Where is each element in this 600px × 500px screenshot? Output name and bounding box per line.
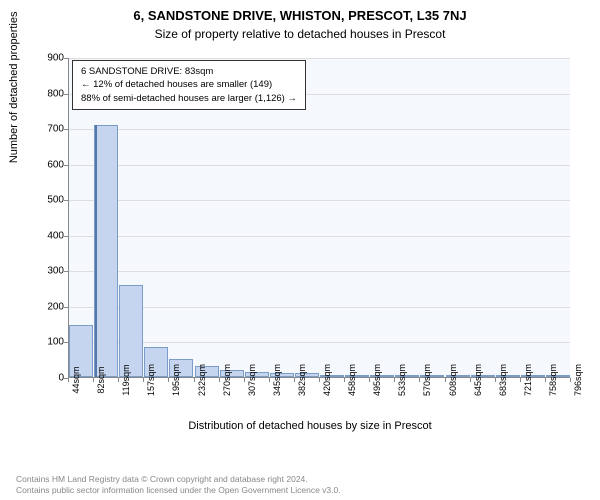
y-tick-label: 900 <box>47 53 64 64</box>
highlight-marker <box>95 125 97 377</box>
x-axis-label: Distribution of detached houses by size … <box>50 420 570 432</box>
x-tick-label: 758sqm <box>548 364 558 396</box>
y-tick-label: 500 <box>47 195 64 206</box>
x-tick-label: 119sqm <box>121 364 131 395</box>
x-tick-mark <box>219 378 220 382</box>
x-tick-mark <box>570 378 571 382</box>
x-tick-label: 796sqm <box>573 364 583 396</box>
x-tick-mark <box>194 378 195 382</box>
chart-subtitle: Size of property relative to detached ho… <box>0 23 600 41</box>
x-tick-mark <box>545 378 546 382</box>
gridline <box>69 307 570 308</box>
x-tick-mark <box>244 378 245 382</box>
x-tick-mark <box>470 378 471 382</box>
x-tick-label: 683sqm <box>498 364 508 396</box>
y-tick-label: 700 <box>47 124 64 135</box>
gridline <box>69 200 570 201</box>
x-tick-mark <box>294 378 295 382</box>
info-line-3: 88% of semi-detached houses are larger (… <box>81 92 297 105</box>
gridline <box>69 58 570 59</box>
x-tick-mark <box>394 378 395 382</box>
info-line-1: 6 SANDSTONE DRIVE: 83sqm <box>81 65 297 78</box>
x-tick-mark <box>269 378 270 382</box>
gridline <box>69 165 570 166</box>
y-tick-mark <box>64 129 68 130</box>
x-tick-label: 608sqm <box>448 364 458 396</box>
footer-line-2: Contains public sector information licen… <box>16 485 341 496</box>
x-tick-label: 570sqm <box>422 364 432 396</box>
x-tick-mark <box>143 378 144 382</box>
x-tick-label: 382sqm <box>297 364 307 396</box>
x-tick-mark <box>93 378 94 382</box>
x-tick-mark <box>68 378 69 382</box>
footer-attribution: Contains HM Land Registry data © Crown c… <box>16 474 341 496</box>
y-tick-label: 600 <box>47 159 64 170</box>
x-tick-label: 270sqm <box>222 364 232 396</box>
y-tick-label: 100 <box>47 337 64 348</box>
y-axis-label: Number of detached properties <box>8 12 20 164</box>
gridline <box>69 129 570 130</box>
x-tick-label: 495sqm <box>372 364 382 396</box>
info-line-2: ← 12% of detached houses are smaller (14… <box>81 78 297 91</box>
x-tick-mark <box>369 378 370 382</box>
x-tick-label: 307sqm <box>247 364 257 396</box>
x-tick-label: 420sqm <box>322 364 332 396</box>
gridline <box>69 271 570 272</box>
x-tick-mark <box>419 378 420 382</box>
x-tick-mark <box>495 378 496 382</box>
x-tick-label: 195sqm <box>171 364 181 396</box>
histogram-bar <box>94 125 118 377</box>
y-tick-mark <box>64 236 68 237</box>
x-tick-mark <box>319 378 320 382</box>
histogram-bar <box>119 285 143 377</box>
y-tick-label: 300 <box>47 266 64 277</box>
y-tick-label: 800 <box>47 88 64 99</box>
x-tick-label: 82sqm <box>96 366 106 393</box>
gridline <box>69 342 570 343</box>
y-tick-mark <box>64 307 68 308</box>
y-tick-label: 200 <box>47 301 64 312</box>
x-tick-label: 645sqm <box>473 364 483 396</box>
x-tick-label: 721sqm <box>523 364 533 396</box>
x-tick-mark <box>344 378 345 382</box>
x-tick-label: 44sqm <box>71 366 81 393</box>
chart-container: Number of detached properties 0100200300… <box>50 48 570 418</box>
x-tick-label: 458sqm <box>347 364 357 396</box>
y-tick-mark <box>64 58 68 59</box>
x-tick-label: 533sqm <box>397 364 407 396</box>
x-tick-mark <box>520 378 521 382</box>
y-tick-label: 400 <box>47 230 64 241</box>
y-tick-mark <box>64 342 68 343</box>
chart-title: 6, SANDSTONE DRIVE, WHISTON, PRESCOT, L3… <box>0 0 600 23</box>
footer-line-1: Contains HM Land Registry data © Crown c… <box>16 474 341 485</box>
x-tick-mark <box>168 378 169 382</box>
x-tick-label: 232sqm <box>197 364 207 396</box>
x-tick-mark <box>445 378 446 382</box>
y-tick-mark <box>64 165 68 166</box>
y-tick-mark <box>64 200 68 201</box>
x-tick-mark <box>118 378 119 382</box>
x-tick-label: 157sqm <box>146 364 156 396</box>
gridline <box>69 236 570 237</box>
info-box: 6 SANDSTONE DRIVE: 83sqm ← 12% of detach… <box>72 60 306 110</box>
x-tick-label: 345sqm <box>272 364 282 396</box>
y-tick-mark <box>64 94 68 95</box>
y-tick-mark <box>64 271 68 272</box>
